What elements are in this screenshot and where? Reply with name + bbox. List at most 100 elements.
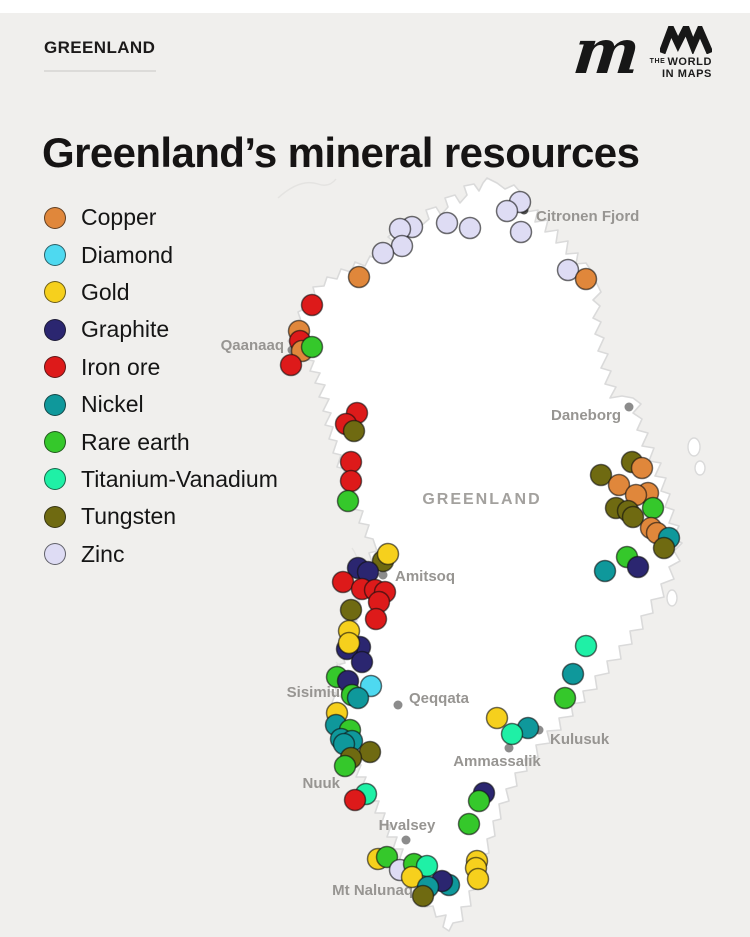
tungsten-swatch-icon [44,505,66,528]
deposit-dot-tungsten [411,884,435,908]
deposit-dot-tungsten [652,536,676,560]
city-label-nuuk: Nuuk [303,775,341,792]
deposit-dot-nickel [593,559,617,583]
logo-world: WORLD [667,56,712,68]
legend-item-rare-earth: Rare earth [44,423,278,460]
deposit-dot-iron-ore [364,607,388,631]
logo-line-1: THE WORLD [650,56,712,68]
deposit-dot-zinc [458,216,482,240]
legend-label: Iron ore [81,353,161,380]
kicker-underline [44,70,156,72]
city-label-citronen-fjord: Citronen Fjord [536,208,639,225]
offshore-island [666,589,678,607]
deposit-dot-iron-ore [339,450,363,474]
deposit-dot-nickel [561,662,585,686]
titanium-vanadium-swatch-icon [44,468,66,491]
city-marker-hvalsey [401,835,411,845]
gold-swatch-icon [44,281,66,304]
deposit-dot-rare-earth [336,489,360,513]
deposit-dot-tungsten [339,598,363,622]
deposit-dot-copper [607,473,631,497]
deposit-dot-titanium-vanadium [574,634,598,658]
zinc-swatch-icon [44,543,66,566]
deposit-dot-rare-earth [457,812,481,836]
legend-label: Gold [81,278,130,305]
legend-item-titanium-vanadium: Titanium-Vanadium [44,461,278,498]
deposit-dot-copper [347,265,371,289]
deposit-dot-nickel [346,686,370,710]
deposit-dot-gold [466,867,490,891]
deposit-dot-rare-earth [641,496,665,520]
deposit-dot-zinc [390,234,414,258]
world-in-maps-logo: m THE WORLD IN MAPS [570,15,712,88]
legend-label: Nickel [81,391,144,418]
legend-label: Diamond [81,241,174,268]
legend-item-nickel: Nickel [44,386,278,423]
deposit-dot-iron-ore [339,469,363,493]
deposit-dot-titanium-vanadium [500,722,524,746]
copper-swatch-icon [44,206,66,229]
deposit-dot-copper [574,267,598,291]
legend-item-diamond: Diamond [44,236,278,273]
rare-earth-swatch-icon [44,431,66,454]
logo-wordmark: THE WORLD IN MAPS [650,26,712,80]
city-label-mt-nalunaq: Mt Nalunaq [332,882,413,899]
iron-ore-swatch-icon [44,356,66,379]
legend-item-iron-ore: Iron ore [44,349,278,386]
legend-item-copper: Copper [44,199,278,236]
city-label-hvalsey: Hvalsey [379,817,436,834]
legend-label: Graphite [81,316,170,343]
city-marker-ammassalik [504,743,514,753]
city-marker-amitsoq [378,570,388,580]
city-label-qeqqata: Qeqqata [409,690,470,707]
deposit-dot-iron-ore [331,570,355,594]
kicker-label: GREENLAND [44,38,156,57]
deposit-dot-rare-earth [553,686,577,710]
deposit-dot-graphite [626,555,650,579]
legend-label: Tungsten [81,503,177,530]
diamond-swatch-icon [44,244,66,267]
region-label: GREENLAND [422,491,541,508]
city-label-qaanaaq: Qaanaaq [221,337,284,354]
mineral-deposits-layer [279,190,681,908]
city-marker-daneborg [624,402,634,412]
logo-line-2: IN MAPS [661,68,712,80]
deposit-dot-zinc [556,258,580,282]
legend-label: Zinc [81,540,125,567]
deposit-dot-tungsten [342,419,366,443]
deposit-dot-tungsten [621,505,645,529]
deposit-dot-zinc [495,199,519,223]
page-title: Greenland’s mineral resources [42,129,640,177]
nickel-swatch-icon [44,393,66,416]
deposit-dot-gold [400,865,424,889]
legend-item-graphite: Graphite [44,311,278,348]
legend-item-gold: Gold [44,274,278,311]
deposit-dot-rare-earth [300,335,324,359]
top-white-strip [0,0,750,13]
deposit-dot-graphite [350,650,374,674]
deposit-dot-zinc [435,211,459,235]
deposit-dot-zinc [509,220,533,244]
deposit-dot-iron-ore [343,788,367,812]
deposit-dot-tungsten [358,740,382,764]
legend-item-tungsten: Tungsten [44,498,278,535]
neighbor-coastline [277,178,337,199]
deposit-dot-iron-ore [300,293,324,317]
deposit-dot-gold [376,542,400,566]
city-label-ammassalik: Ammassalik [453,753,541,770]
offshore-island [694,460,706,476]
wm-zigzag-icon [660,26,712,54]
legend-label: Rare earth [81,428,190,455]
city-label-kulusuk: Kulusuk [550,731,610,748]
legend-label: Titanium-Vanadium [81,465,278,492]
city-marker-qeqqata [393,700,403,710]
deposit-dot-gold [337,631,361,655]
offshore-island [687,437,701,457]
deposit-dot-gold [485,706,509,730]
mineral-legend: Copper Diamond Gold Graphite Iron ore Nickel R… [44,199,278,573]
deposit-dot-copper [630,456,654,480]
deposit-dot-tungsten [589,463,613,487]
city-label-sisimiut: Sisimiut [287,684,345,701]
